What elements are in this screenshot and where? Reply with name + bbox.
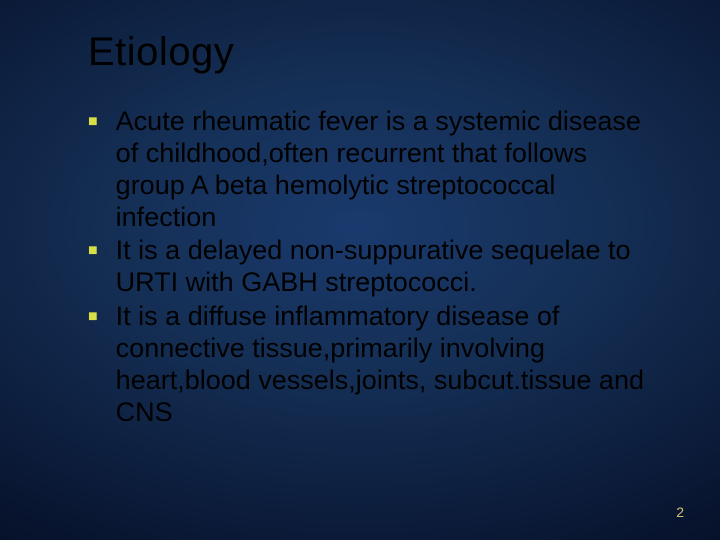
- slide: Etiology ■ Acute rheumatic fever is a sy…: [0, 0, 720, 540]
- bullet-icon: ■: [88, 243, 98, 259]
- bullet-icon: ■: [88, 309, 98, 325]
- page-number: 2: [676, 504, 684, 520]
- bullet-item: ■ It is a delayed non-suppurative sequel…: [88, 235, 658, 299]
- slide-title: Etiology: [88, 30, 234, 75]
- bullet-text: Acute rheumatic fever is a systemic dise…: [116, 106, 658, 233]
- bullet-text: It is a diffuse inflammatory disease of …: [116, 301, 658, 428]
- bullet-item: ■ Acute rheumatic fever is a systemic di…: [88, 106, 658, 233]
- bullet-icon: ■: [88, 114, 98, 130]
- slide-body: ■ Acute rheumatic fever is a systemic di…: [88, 106, 658, 431]
- bullet-item: ■ It is a diffuse inflammatory disease o…: [88, 301, 658, 428]
- bullet-text: It is a delayed non-suppurative sequelae…: [116, 235, 658, 299]
